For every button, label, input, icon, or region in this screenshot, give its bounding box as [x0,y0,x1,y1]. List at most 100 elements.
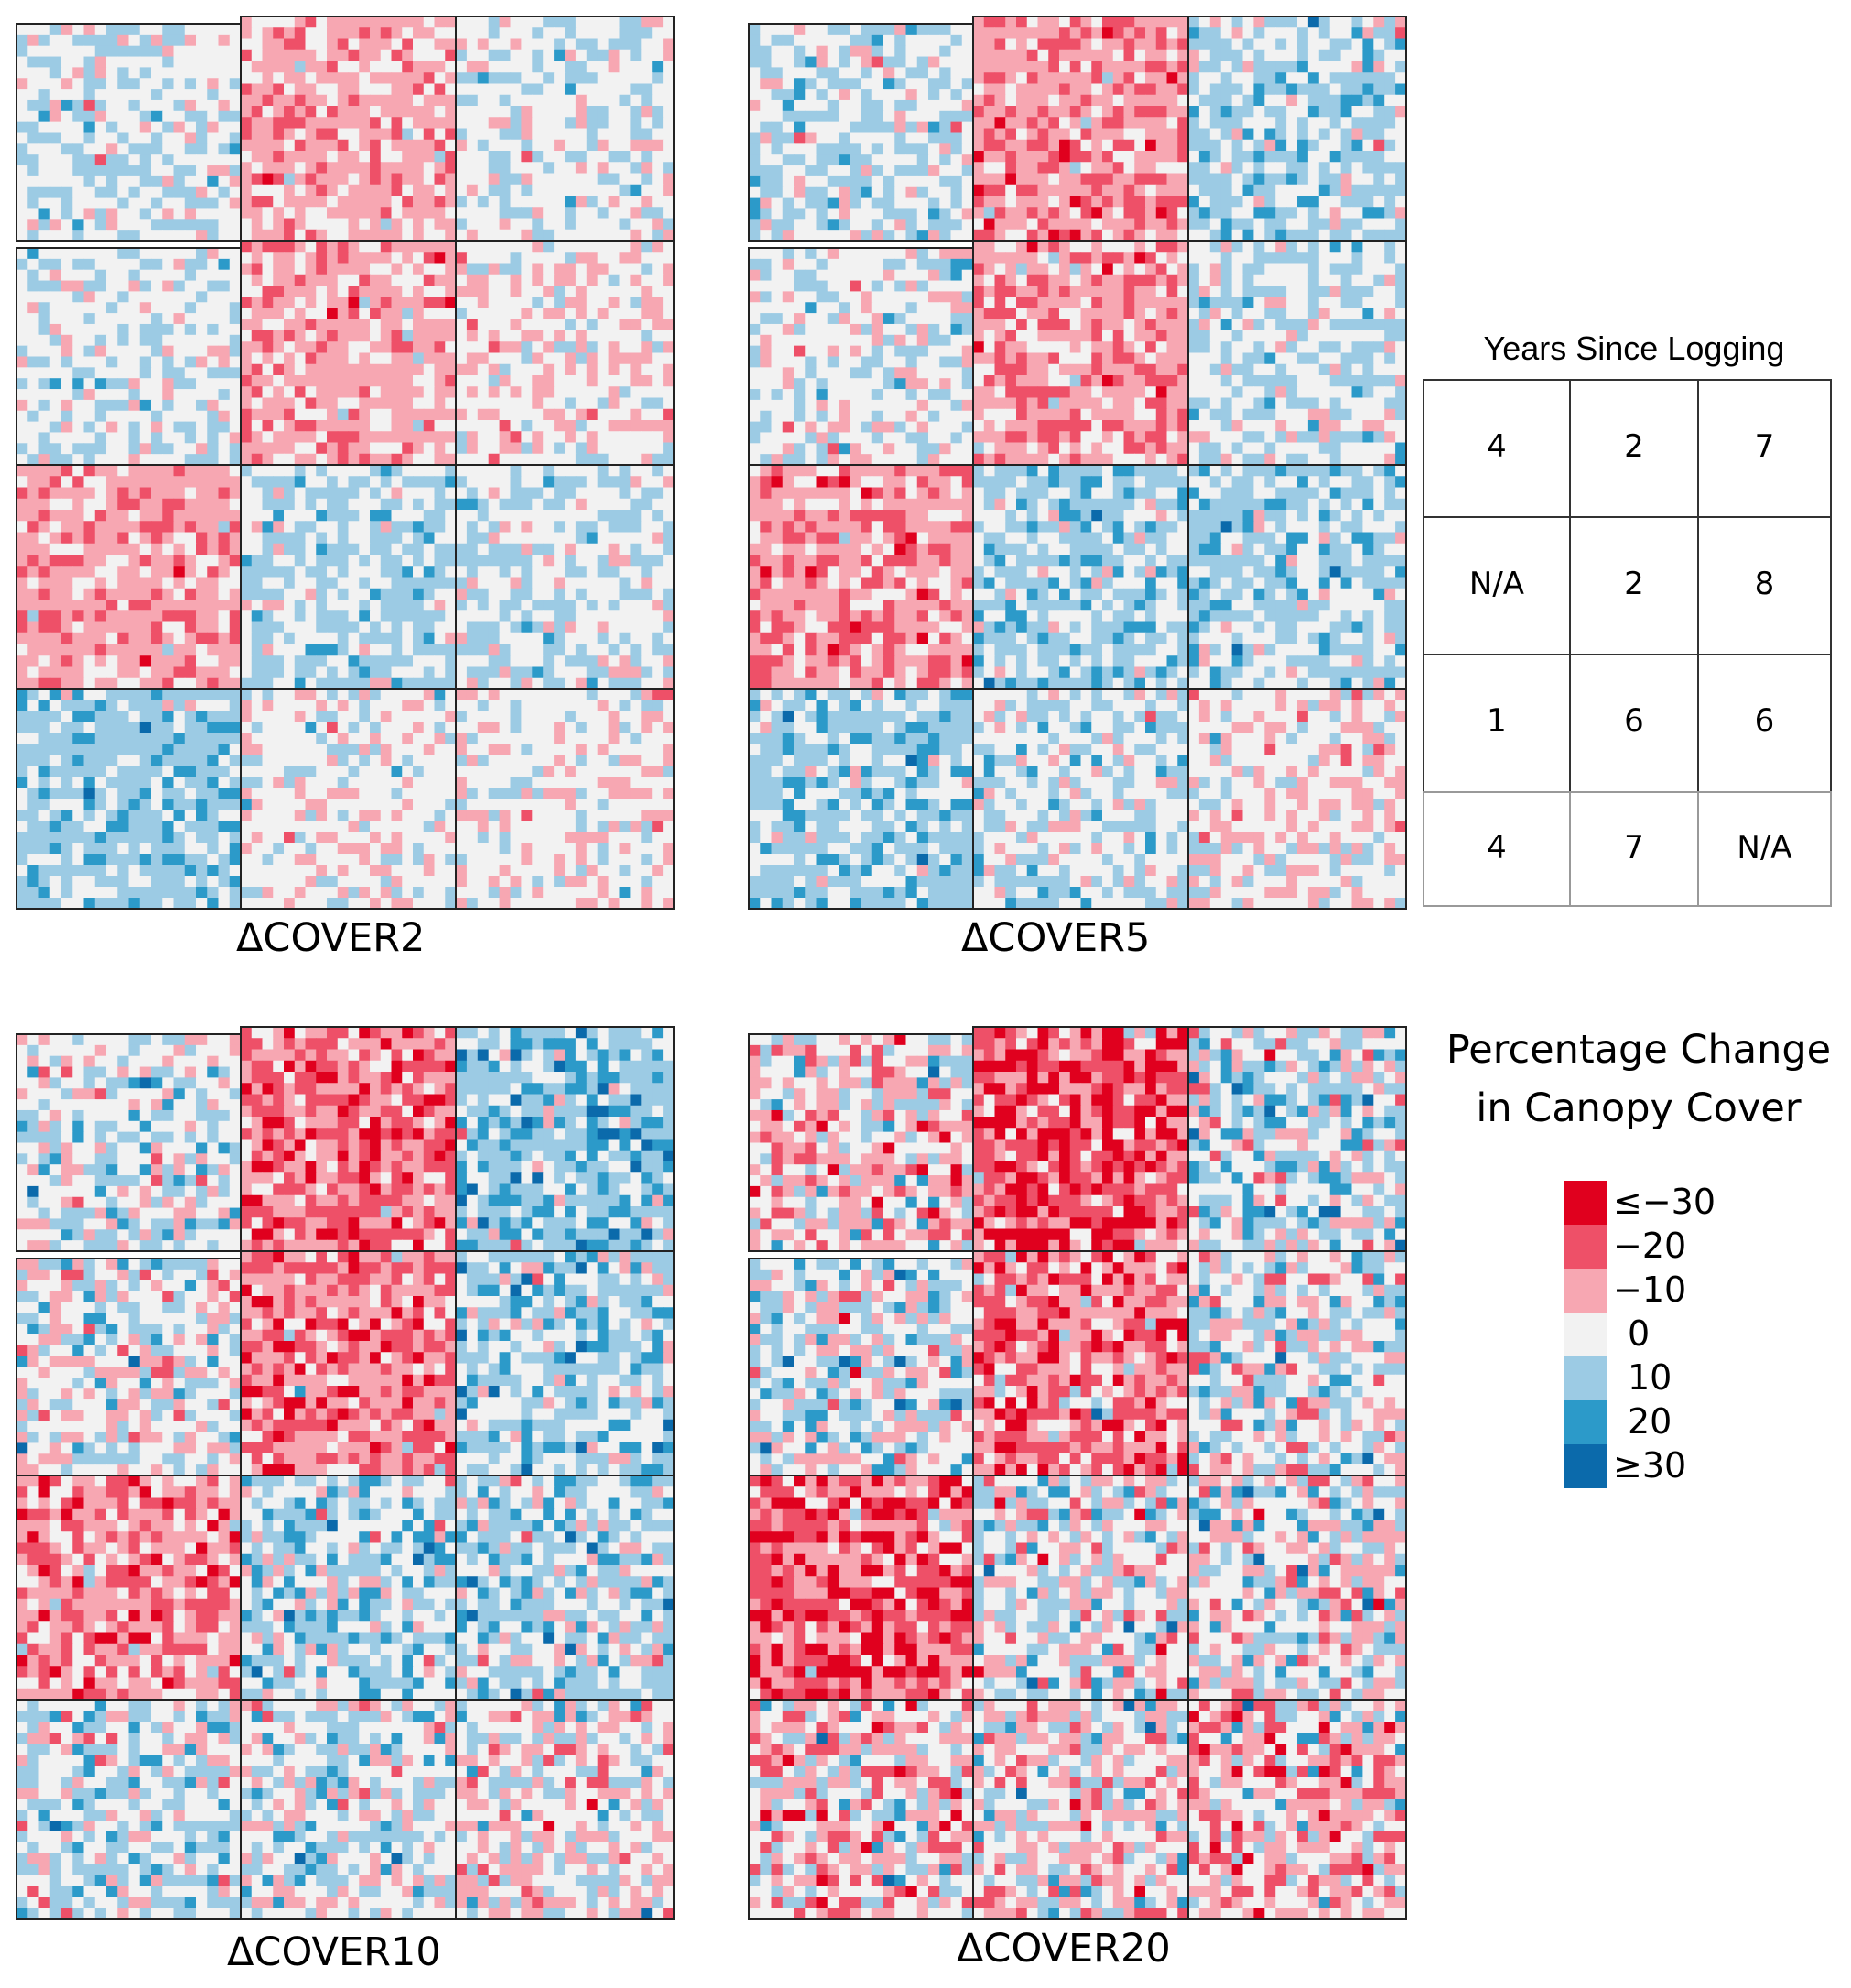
heatmap-cell [27,588,40,600]
heatmap-cell [284,799,296,811]
heatmap-cell [83,121,96,134]
heatmap-cell [402,766,414,778]
heatmap-cell [139,399,152,412]
heatmap-cell [543,655,555,668]
heatmap-cell [413,566,425,578]
heatmap-cell [597,543,610,556]
heatmap-cell [38,208,51,220]
heatmap-cell [608,799,621,811]
heatmap-cell [241,94,253,107]
heatmap-cell [565,27,577,40]
heatmap-cell [207,711,220,723]
heatmap-cell [532,117,544,130]
heatmap-cell [262,465,274,477]
heatmap-cell [413,207,425,220]
heatmap-cell [445,184,457,197]
heatmap-cell [663,711,675,723]
heatmap-cell [445,832,457,844]
heatmap-cell [477,330,490,342]
heatmap-cell [38,498,51,511]
heatmap-cell [532,308,544,320]
heatmap-cell [391,677,403,690]
heatmap-cell [554,865,566,877]
heatmap-cell [61,644,73,656]
heatmap-cell [284,887,296,899]
heatmap-cell [305,799,317,811]
heatmap-cell [251,733,264,745]
heatmap-cell [207,143,220,155]
heatmap-cell [586,207,599,220]
heatmap-cell [72,143,85,155]
heatmap-cell [466,117,479,130]
heatmap-cell [117,898,130,910]
heatmap-cell [184,510,197,522]
heatmap-cell [466,510,479,522]
heatmap-cell [262,532,274,545]
heatmap-cell [575,27,588,40]
heatmap-cell [597,274,610,286]
heatmap-cell [510,38,522,51]
heatmap-cell [162,432,175,444]
heatmap-cell [162,356,175,368]
heatmap-cell [521,286,533,297]
heatmap-cell [316,117,328,130]
heatmap-cell [359,252,371,265]
heatmap-cell [359,577,371,589]
heatmap-cell [207,876,220,888]
heatmap-cell [641,252,653,265]
heatmap-cell [27,655,40,668]
heatmap-cell [543,229,555,242]
heatmap-cell [294,128,307,141]
heatmap-cell [151,577,163,589]
heatmap-cell [499,420,512,432]
heatmap-cell [575,218,588,231]
heatmap-cell [466,644,479,656]
heatmap-cell [94,410,107,423]
heatmap-cell [575,196,588,208]
heatmap-cell [273,408,285,421]
heatmap-cell [565,532,577,545]
heatmap-cell [251,397,264,410]
heatmap-cell [229,577,242,589]
heatmap-cell [284,810,296,822]
heatmap-cell [294,263,307,276]
heatmap-cell [196,280,208,292]
heatmap-cell [72,399,85,412]
heatmap-cell [337,117,350,130]
heatmap-cell [950,34,963,47]
heatmap-cell [305,600,317,611]
heatmap-cell [305,610,317,623]
heatmap-cell [413,655,425,668]
heatmap-cell [532,555,544,567]
heatmap-cell [597,733,610,745]
heatmap-cell [139,465,152,477]
heatmap-cell [466,286,479,297]
heatmap-cell [294,487,307,500]
heatmap-cell [173,454,186,466]
heatmap-cell [38,378,51,390]
heatmap-cell [218,821,231,833]
heatmap-cell [380,61,393,73]
heatmap-cell [229,510,242,522]
heatmap-cell [456,375,468,387]
heatmap-cell [370,94,382,107]
heatmap-cell [456,465,468,477]
heatmap-cell [456,876,468,888]
heatmap-cell [139,832,152,844]
heatmap-cell [652,252,664,265]
heatmap-cell [532,465,544,477]
heatmap-cell [434,632,446,645]
heatmap-cell [241,341,253,354]
heatmap-cell [139,154,152,166]
heatmap-cell [575,566,588,578]
heatmap-cell [950,78,963,90]
heatmap-cell [184,334,197,347]
heatmap-cell [173,378,186,390]
heatmap-cell [38,454,51,466]
heatmap-cell [151,898,163,910]
heatmap-cell [575,229,588,242]
heatmap-cell [391,442,403,455]
heatmap-cell [816,67,828,79]
heatmap-cell [106,532,118,545]
heatmap-cell [94,186,107,199]
